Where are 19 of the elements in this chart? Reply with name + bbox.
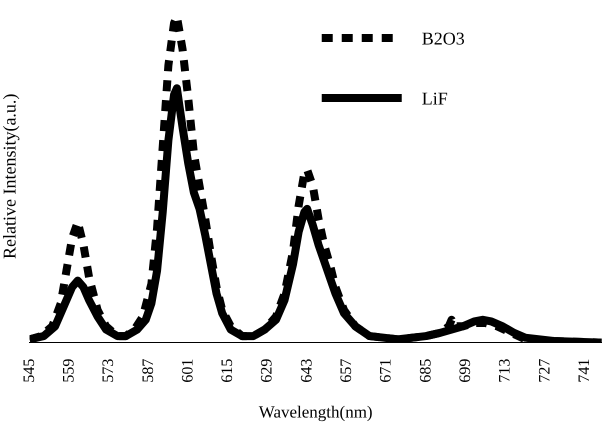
x-tick-label: 657 (338, 358, 356, 383)
x-tick-label: 559 (60, 358, 78, 383)
x-tick-label: 699 (456, 358, 474, 383)
legend-label: LiF (422, 88, 448, 109)
x-tick-label: 629 (258, 358, 276, 383)
y-axis-title: Relative Intensity(a.u.) (0, 94, 20, 260)
x-tick-label: 713 (496, 358, 514, 383)
x-tick-label: 741 (576, 358, 593, 383)
x-tick-label: 587 (140, 358, 157, 383)
x-tick-label: 573 (100, 358, 118, 383)
x-tick-label: 643 (298, 358, 316, 383)
x-tick-label: 545 (20, 358, 38, 383)
x-tick-label: 601 (179, 358, 196, 383)
x-axis-title: Wavelength(nm) (258, 402, 373, 422)
x-tick-label: 615 (219, 358, 236, 383)
x-tick-label: 671 (378, 358, 395, 383)
legend-label: B2O3 (422, 28, 465, 49)
x-tick-label: 727 (536, 358, 554, 383)
x-tick-label: 685 (417, 358, 434, 383)
